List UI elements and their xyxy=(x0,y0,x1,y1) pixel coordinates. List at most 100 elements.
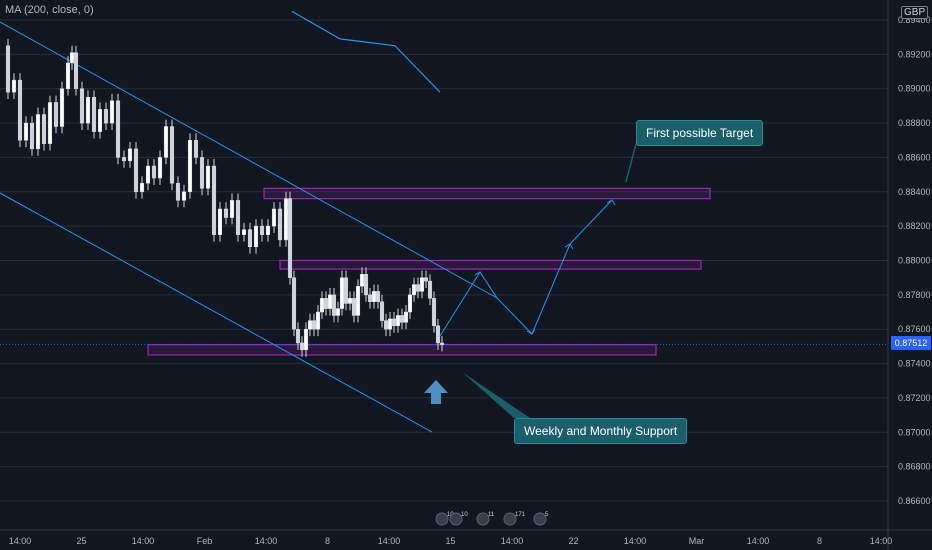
candle-body xyxy=(319,298,325,313)
candle-body xyxy=(181,191,187,201)
candle-body xyxy=(193,140,199,158)
last-price-tag: 0.87512 xyxy=(891,336,931,350)
candle-body xyxy=(331,294,337,316)
candle-body xyxy=(431,298,437,327)
candle-body xyxy=(163,126,169,158)
price-tick-label: 0.86600 xyxy=(898,496,931,506)
projected-arrowhead xyxy=(606,199,616,206)
price-tick-label: 0.87800 xyxy=(898,290,931,300)
price-tick-label: 0.87600 xyxy=(898,324,931,334)
candle-body xyxy=(115,100,121,158)
time-tick-label: 14:00 xyxy=(501,536,524,546)
event-badge-count: 171 xyxy=(515,512,526,518)
candle-body xyxy=(387,318,393,330)
candle-body xyxy=(259,225,265,235)
candle-body xyxy=(121,157,127,162)
candle-body xyxy=(271,208,277,227)
candle-body xyxy=(35,114,41,150)
support-pointer xyxy=(462,372,530,418)
candle-body xyxy=(29,122,35,150)
candle-body xyxy=(367,294,373,302)
time-tick-label: 14:00 xyxy=(378,536,401,546)
candle-body xyxy=(351,298,357,316)
price-tick-label: 0.88000 xyxy=(898,256,931,266)
price-tick-label: 0.87000 xyxy=(898,427,931,437)
price-tick-label: 0.89400 xyxy=(898,15,931,25)
candle-body xyxy=(17,79,23,141)
candle-body xyxy=(223,208,229,218)
candle-body xyxy=(383,320,389,330)
candle-body xyxy=(127,148,133,162)
candle-body xyxy=(379,301,385,321)
candle-body xyxy=(399,315,405,323)
event-badge-icon xyxy=(449,512,463,526)
candle-body xyxy=(5,45,11,93)
event-badge-icon xyxy=(476,512,490,526)
candle-body xyxy=(371,291,377,302)
event-badge-count: 5 xyxy=(545,512,549,518)
price-tick-label: 0.89200 xyxy=(898,49,931,59)
candle-body xyxy=(287,198,293,278)
candle-body xyxy=(355,286,361,316)
time-tick-label: 8 xyxy=(325,536,330,546)
time-tick-label: 14:00 xyxy=(747,536,770,546)
event-badge-count: 10 xyxy=(461,512,468,518)
candle-body xyxy=(65,62,71,89)
candle-body xyxy=(175,182,181,201)
resistance-support-zone xyxy=(263,187,711,200)
candle-body xyxy=(343,277,349,304)
currency-label[interactable]: GBP xyxy=(901,6,929,19)
time-tick-label: 14:00 xyxy=(9,536,32,546)
price-tick-label: 0.88400 xyxy=(898,187,931,197)
candle-body xyxy=(217,208,223,235)
candle-body xyxy=(311,320,317,330)
candle-body xyxy=(359,273,365,287)
time-tick-label: 14:00 xyxy=(255,536,278,546)
event-badge-count: 10 xyxy=(447,512,454,518)
candle-body xyxy=(11,79,17,93)
candle-body xyxy=(315,311,321,330)
candle-body xyxy=(339,277,345,309)
indicator-label[interactable]: MA (200, close, 0) xyxy=(5,4,94,16)
price-tick-label: 0.87200 xyxy=(898,393,931,403)
candle-body xyxy=(241,229,247,235)
candle-body xyxy=(265,225,271,235)
candle-body xyxy=(23,122,29,141)
candle-body xyxy=(187,140,193,193)
candle-body xyxy=(133,148,139,193)
candle-body xyxy=(415,284,421,292)
candle-body xyxy=(109,100,115,124)
event-badge-icon xyxy=(435,512,449,526)
target-callout[interactable]: First possible Target xyxy=(636,120,764,146)
time-tick-label: Feb xyxy=(197,536,213,546)
support-callout[interactable]: Weekly and Monthly Support xyxy=(514,418,688,444)
event-badge-count: 11 xyxy=(488,512,495,518)
target-pointer xyxy=(625,143,648,183)
price-tick-label: 0.88600 xyxy=(898,152,931,162)
event-badge-icon xyxy=(533,512,547,526)
candle-body xyxy=(323,298,329,309)
projected-arrowhead xyxy=(474,271,484,278)
event-badge-icon xyxy=(503,512,517,526)
candle-body xyxy=(411,284,417,296)
projected-path xyxy=(439,199,613,337)
candle-body xyxy=(47,102,53,144)
time-tick-label: Mar xyxy=(689,536,705,546)
ma200-line xyxy=(291,10,441,93)
candle-body xyxy=(139,182,145,193)
projected-arrowhead xyxy=(526,328,536,335)
candle-body xyxy=(229,200,235,218)
candle-body xyxy=(85,97,91,124)
candle-body xyxy=(199,157,205,189)
channel-upper-line xyxy=(0,21,498,299)
candle-body xyxy=(157,157,163,179)
candle-body xyxy=(53,102,59,127)
time-tick-label: 14:00 xyxy=(132,536,155,546)
candle-body xyxy=(283,198,289,241)
price-tick-label: 0.86800 xyxy=(898,462,931,472)
candle-body xyxy=(235,200,241,235)
projected-arrowhead xyxy=(564,243,574,250)
candle-body xyxy=(211,165,217,235)
candle-body xyxy=(435,325,441,344)
